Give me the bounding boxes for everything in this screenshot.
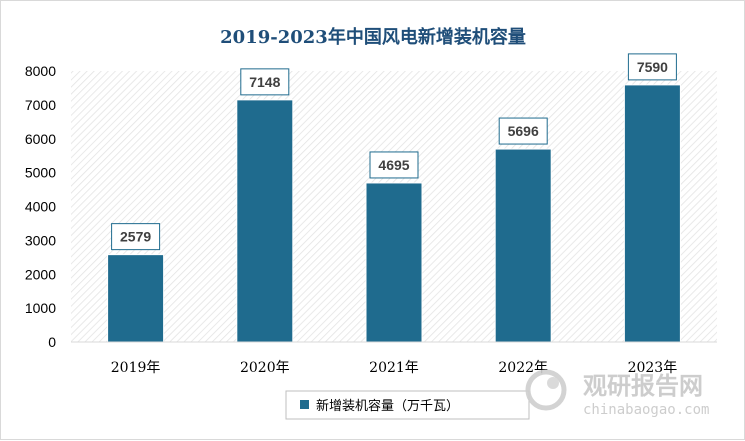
y-tick-label: 0 bbox=[48, 334, 56, 350]
data-label: 4695 bbox=[378, 157, 409, 173]
y-tick-label: 3000 bbox=[25, 232, 56, 248]
bar bbox=[494, 148, 552, 343]
bar bbox=[236, 99, 294, 343]
data-label: 7148 bbox=[249, 74, 280, 90]
y-tick-label: 5000 bbox=[25, 165, 56, 181]
y-tick-label: 7000 bbox=[25, 97, 56, 113]
y-tick-label: 6000 bbox=[25, 131, 56, 147]
watermark-logo-dot-icon bbox=[547, 377, 559, 389]
x-tick-label: 2020年 bbox=[240, 360, 290, 376]
data-label-box bbox=[627, 53, 677, 81]
y-tick-label: 4000 bbox=[25, 199, 56, 215]
x-tick-label: 2019年 bbox=[111, 360, 161, 376]
bar-series: 2579 7148 4695 5696 7590 bbox=[107, 53, 681, 343]
watermark: 观研报告网 chinabaogao.com bbox=[525, 369, 709, 418]
data-label-box bbox=[240, 68, 290, 96]
legend-box bbox=[285, 390, 530, 420]
x-tick-label: 2022年 bbox=[498, 360, 548, 376]
data-label: 7590 bbox=[637, 59, 668, 75]
y-axis: 0 1000 2000 3000 4000 5000 6000 7000 8000 bbox=[25, 63, 56, 350]
legend-swatch bbox=[300, 400, 309, 409]
bar bbox=[107, 254, 165, 343]
legend-label: 新增装机容量（万千瓦） bbox=[316, 398, 459, 414]
watermark-url: chinabaogao.com bbox=[583, 402, 709, 418]
bar bbox=[623, 84, 681, 343]
y-tick-label: 8000 bbox=[25, 63, 56, 79]
bar bbox=[365, 182, 423, 343]
x-axis: 2019年 2020年 2021年 2022年 2023年 bbox=[111, 360, 677, 376]
legend: 新增装机容量（万千瓦） bbox=[285, 390, 530, 420]
watermark-text: 观研报告网 bbox=[583, 372, 703, 400]
data-label-box bbox=[111, 223, 161, 251]
x-tick-label: 2023年 bbox=[628, 360, 678, 376]
data-label: 2579 bbox=[120, 229, 151, 245]
y-tick-label: 1000 bbox=[25, 300, 56, 316]
data-label-box bbox=[369, 151, 419, 179]
data-label: 5696 bbox=[508, 123, 539, 139]
x-tick-label: 2021年 bbox=[369, 360, 419, 376]
watermark-logo-icon bbox=[525, 369, 567, 411]
data-label-box bbox=[498, 117, 548, 145]
y-tick-label: 2000 bbox=[25, 266, 56, 282]
chart-title: 2019-2023年中国风电新增装机容量 bbox=[220, 26, 526, 48]
